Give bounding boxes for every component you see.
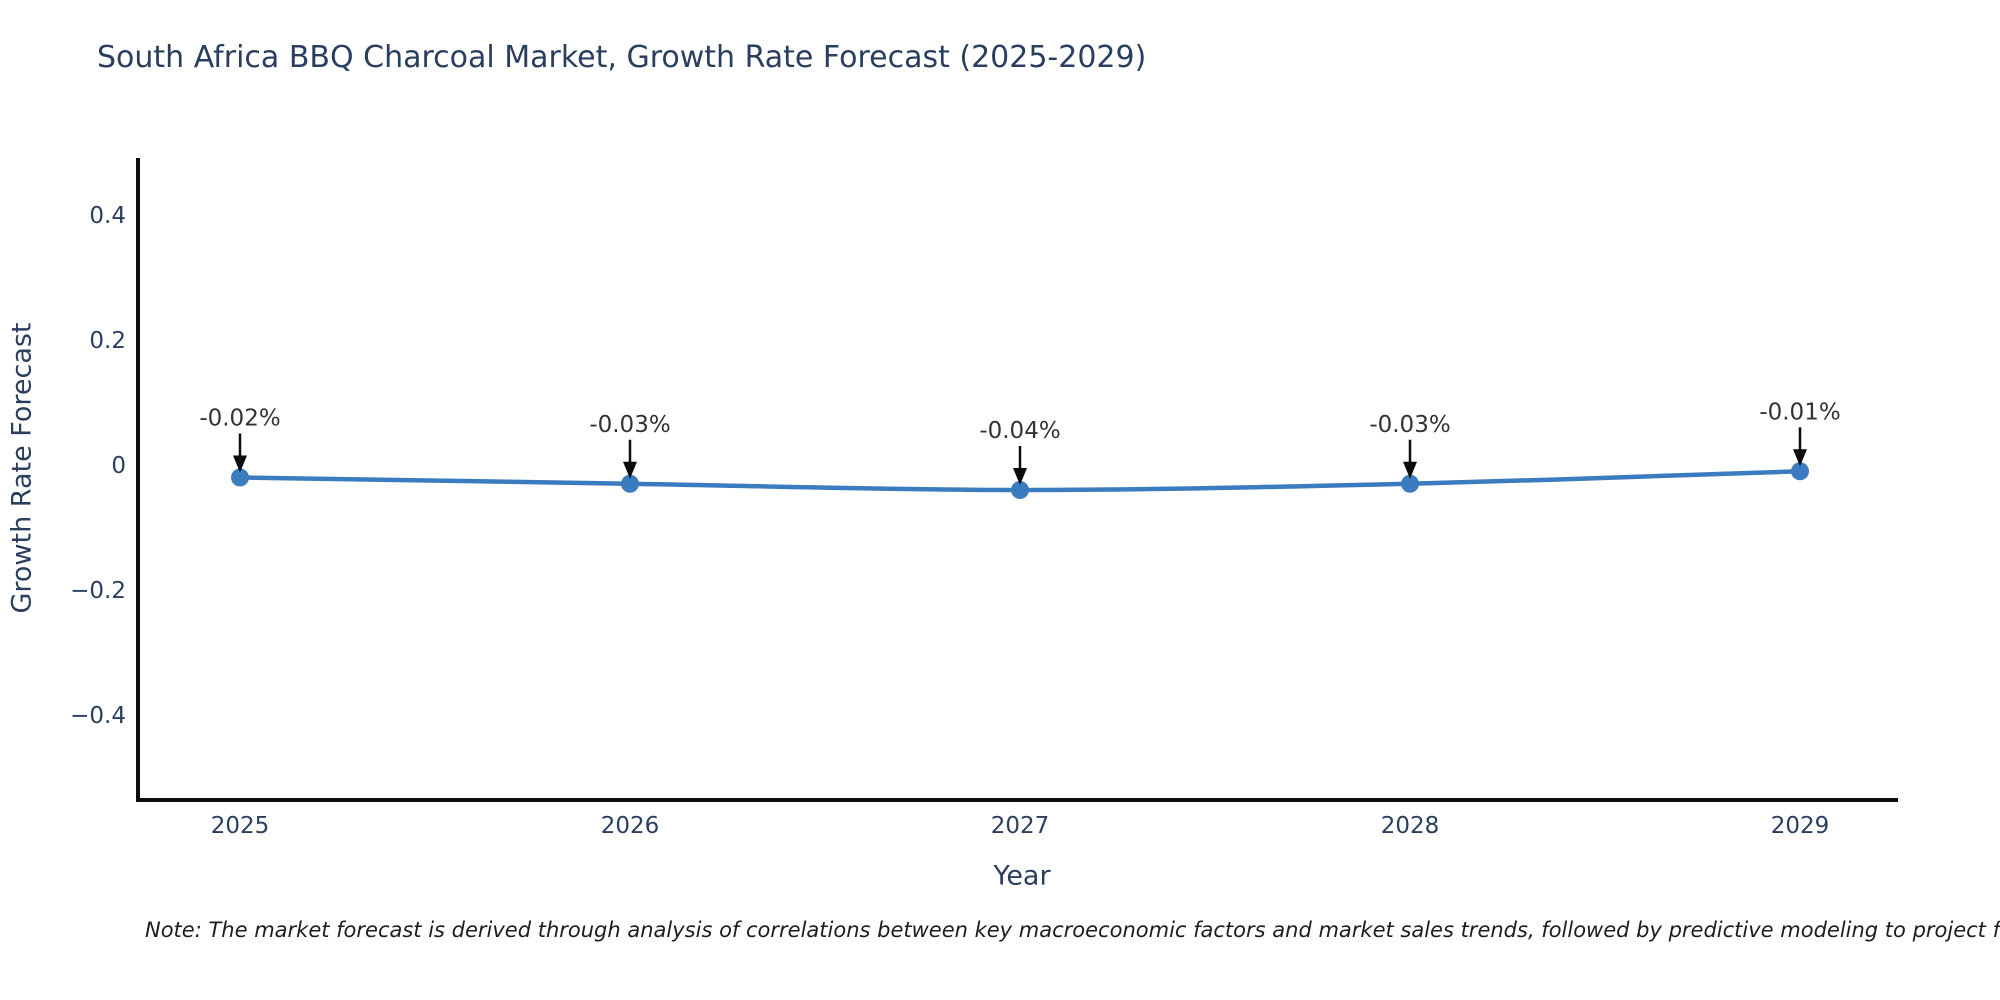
y-tick-label: −0.4 bbox=[70, 703, 126, 729]
x-axis-label: Year bbox=[993, 860, 1051, 892]
annotation-label: -0.02% bbox=[199, 406, 280, 432]
x-tick-label: 2029 bbox=[1771, 813, 1830, 839]
data-point-marker bbox=[621, 474, 639, 493]
x-tick-label: 2025 bbox=[211, 813, 270, 839]
y-tick-label: 0.2 bbox=[89, 328, 126, 354]
x-tick-label: 2028 bbox=[1381, 813, 1440, 839]
annotation-arrowhead bbox=[1793, 449, 1807, 467]
data-point-marker bbox=[1401, 474, 1419, 493]
data-point-marker bbox=[1011, 481, 1029, 499]
chart-title: South Africa BBQ Charcoal Market, Growth… bbox=[97, 40, 1147, 75]
annotation-label: -0.03% bbox=[1369, 412, 1450, 438]
annotation-label: -0.01% bbox=[1759, 399, 1840, 425]
annotation-arrowhead bbox=[623, 461, 637, 479]
x-tick-label: 2027 bbox=[991, 813, 1050, 839]
y-tick-label: 0.4 bbox=[89, 203, 126, 229]
annotation-label: -0.03% bbox=[589, 412, 670, 438]
annotation-label: -0.04% bbox=[979, 418, 1060, 444]
footnote: Note: The market forecast is derived thr… bbox=[145, 918, 2000, 942]
x-tick-label: 2026 bbox=[601, 813, 660, 839]
y-tick-label: 0 bbox=[111, 453, 126, 479]
data-point-marker bbox=[231, 468, 249, 487]
annotation-arrowhead bbox=[1403, 461, 1417, 479]
annotation-arrowhead bbox=[1013, 468, 1027, 485]
data-point-marker bbox=[1791, 462, 1809, 481]
annotation-arrowhead bbox=[233, 455, 247, 473]
y-tick-label: −0.2 bbox=[70, 578, 126, 604]
